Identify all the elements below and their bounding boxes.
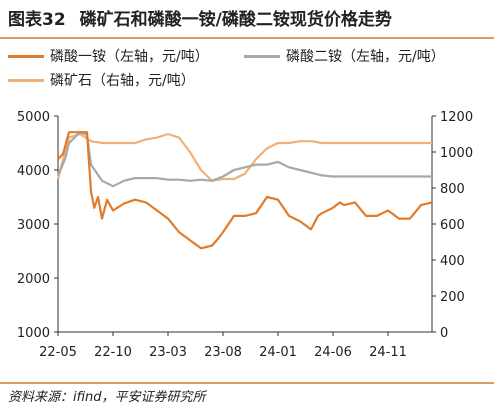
source-note: 资料来源：ifind，平安证券研究所: [8, 390, 206, 405]
series-line-map: [57, 131, 433, 250]
legend-item-map: 磷酸一铵（左轴，元/吨）: [8, 46, 209, 66]
right-tick-label: 600: [440, 218, 465, 233]
x-tick-label: 22-10: [94, 345, 132, 360]
legend-label-dap: 磷酸二铵（左轴，元/吨）: [286, 49, 445, 65]
legend-swatch-dap: [244, 54, 280, 58]
series-line-dap: [56, 131, 432, 188]
legend-label-map: 磷酸一铵（左轴，元/吨）: [50, 49, 209, 65]
legend-label-rock: 磷矿石（右轴，元/吨）: [50, 73, 195, 89]
chart-title: 图表32 磷矿石和磷酸一铵/磷酸二铵现货价格走势: [8, 5, 392, 30]
top-rule: [0, 37, 494, 39]
right-tick-label: 200: [440, 290, 465, 305]
figure-number: 图表32: [8, 10, 66, 30]
legend: 磷酸一铵（左轴，元/吨） 磷酸二铵（左轴，元/吨） 磷矿石（右轴，元/吨）: [0, 46, 494, 106]
right-tick-label: 1000: [440, 146, 473, 161]
legend-item-dap: 磷酸二铵（左轴，元/吨）: [244, 46, 445, 66]
chart-plot: 1000 2000 3000 4000 5000 0 200 400 600 800 1000 120…: [17, 110, 473, 360]
right-tick-label: 0: [440, 326, 448, 341]
left-tick-label: 5000: [17, 110, 50, 125]
series-line-rock: [56, 132, 432, 182]
right-tick-label: 1200: [440, 110, 473, 125]
left-tick-label: 2000: [17, 272, 50, 287]
bottom-rule: [0, 382, 494, 384]
left-tick-label: 1000: [17, 326, 50, 341]
title-text: 磷矿石和磷酸一铵/磷酸二铵现货价格走势: [79, 10, 392, 30]
x-tick-label: 24-06: [314, 345, 352, 360]
legend-swatch-map: [8, 54, 44, 58]
left-tick-label: 4000: [17, 164, 50, 179]
x-tick-label: 24-01: [259, 345, 297, 360]
legend-swatch-rock: [8, 78, 44, 82]
title-bar: 图表32 磷矿石和磷酸一铵/磷酸二铵现货价格走势: [0, 0, 494, 38]
x-tick-label: 23-08: [204, 345, 242, 360]
x-tick-label: 24-11: [369, 345, 407, 360]
legend-item-rock: 磷矿石（右轴，元/吨）: [8, 70, 195, 90]
right-tick-label: 400: [440, 254, 465, 269]
x-tick-label: 23-03: [149, 345, 187, 360]
x-tick-label: 22-05: [39, 345, 77, 360]
left-tick-label: 3000: [17, 218, 50, 233]
right-tick-label: 800: [440, 182, 465, 197]
